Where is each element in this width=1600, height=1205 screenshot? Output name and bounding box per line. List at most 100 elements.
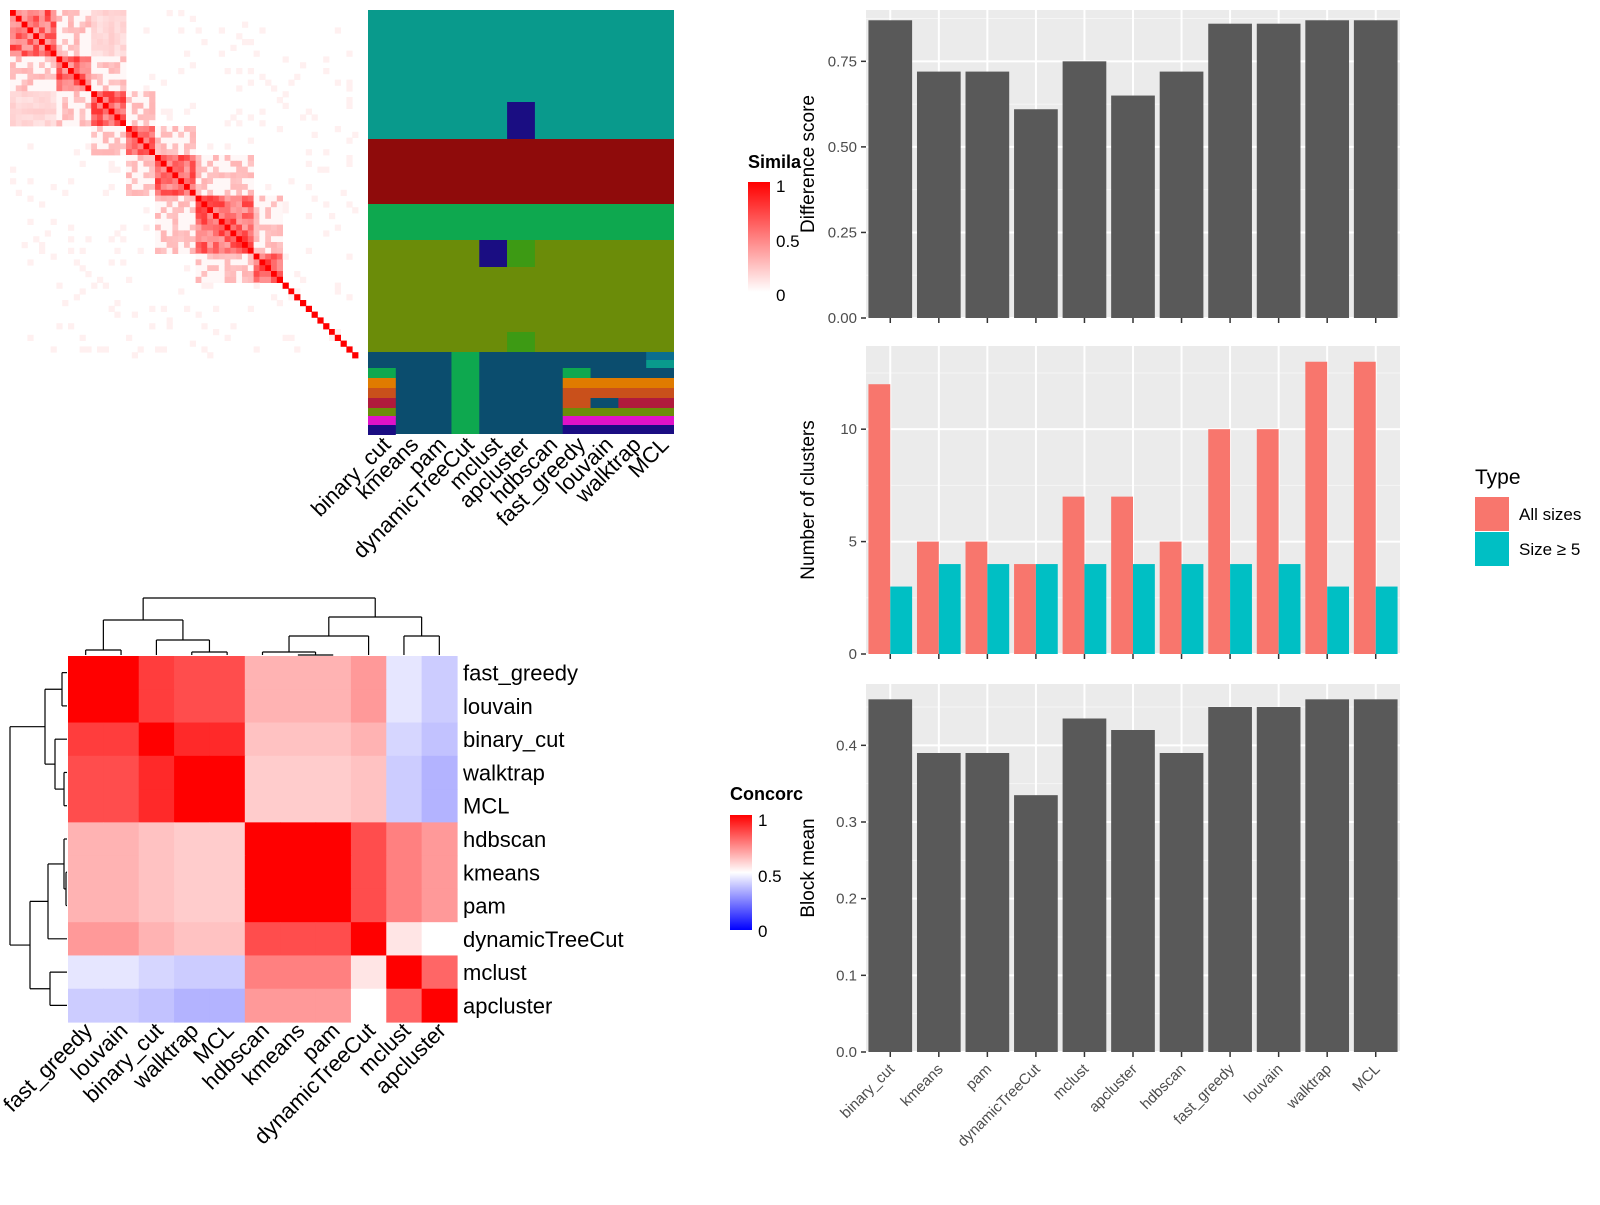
bar-size-5-pam	[987, 564, 1010, 654]
similarity-cell	[189, 189, 196, 196]
similarity-cell	[21, 97, 28, 104]
similarity-cell	[102, 44, 109, 51]
similarity-cell	[137, 137, 144, 144]
similarity-cell	[114, 114, 121, 121]
similarity-cell	[195, 247, 202, 254]
assignment-block	[368, 398, 396, 408]
similarity-cell	[73, 68, 80, 75]
similarity-cell	[102, 68, 109, 75]
similarity-cell	[73, 56, 80, 63]
similarity-cell	[126, 166, 133, 173]
similarity-cell	[184, 224, 191, 231]
similarity-cell	[68, 39, 75, 46]
similarity-cell	[195, 201, 202, 208]
similarity-cell	[56, 282, 63, 289]
similarity-cell	[224, 236, 231, 243]
similarity-cell	[184, 184, 191, 191]
similarity-cell	[352, 131, 359, 138]
similarity-cell	[323, 230, 330, 237]
similarity-cell	[282, 253, 289, 260]
similarity-cell	[85, 44, 92, 51]
heat-cell-hdbscan-binary-cut	[138, 822, 175, 857]
similarity-cell	[120, 21, 127, 28]
similarity-cell	[62, 21, 69, 28]
similarity-cell	[160, 160, 167, 167]
similarity-cell	[247, 305, 254, 312]
similarity-cell	[166, 108, 173, 115]
similarity-cell	[44, 39, 51, 46]
similarity-cell	[33, 33, 40, 40]
similarity-cell	[207, 166, 214, 173]
similarity-cell	[33, 114, 40, 121]
similarity-cell	[114, 27, 121, 34]
similarity-cell	[79, 68, 86, 75]
similarity-cell	[102, 149, 109, 156]
similarity-cell	[282, 91, 289, 98]
similarity-cell	[201, 184, 208, 191]
similarity-cell	[44, 79, 51, 86]
similarity-cell	[114, 50, 121, 57]
similarity-cell	[137, 143, 144, 150]
similarity-cell	[276, 126, 283, 133]
similarity-cell	[50, 44, 57, 51]
similarity-cell	[213, 189, 220, 196]
similarity-cell	[114, 21, 121, 28]
similarity-cell	[97, 126, 104, 133]
similarity-cell	[236, 85, 243, 92]
similarity-cell	[33, 62, 40, 69]
similarity-cell	[131, 166, 138, 173]
assignment-block	[562, 408, 674, 416]
similarity-cell	[253, 224, 260, 231]
similarity-cell	[50, 120, 57, 127]
similarity-cell	[73, 15, 80, 22]
similarity-cell	[271, 85, 278, 92]
similarity-cell	[102, 15, 109, 22]
heat-cell-hdbscan-fast-greedy	[68, 822, 104, 857]
similarity-cell	[334, 79, 341, 86]
similarity-cell	[50, 56, 57, 63]
similarity-cell	[91, 137, 98, 144]
similarity-cell	[178, 160, 185, 167]
similarity-cell	[230, 195, 237, 202]
similarity-cell	[276, 265, 283, 272]
similarity-cell	[184, 108, 191, 115]
similarity-cell	[230, 160, 237, 167]
similarity-cell	[68, 10, 75, 17]
similarity-cell	[213, 242, 220, 249]
similarity-cell	[79, 265, 86, 272]
y-axis-label: Difference score	[798, 95, 819, 233]
heat-cell-hdbscan-mclust	[386, 822, 423, 857]
similarity-cell	[218, 189, 225, 196]
similarity-cell	[79, 334, 86, 341]
similarity-cell	[126, 276, 133, 283]
similarity-cell	[271, 259, 278, 266]
heat-cell-hdbscan-mcl	[209, 822, 246, 857]
similarity-cell	[44, 62, 51, 69]
similarity-cell	[85, 114, 92, 121]
similarity-cell	[137, 184, 144, 191]
similarity-cell	[97, 79, 104, 86]
similarity-cell	[213, 253, 220, 260]
heat-cell-mcl-mcl	[209, 789, 246, 823]
similarity-cell	[184, 166, 191, 173]
similarity-cell	[178, 201, 185, 208]
similarity-cell	[149, 102, 156, 109]
similarity-cell	[178, 68, 185, 75]
similarity-cell	[236, 189, 243, 196]
similarity-cell	[201, 178, 208, 185]
similarity-cell	[33, 39, 40, 46]
similarity-cell	[73, 27, 80, 34]
similarity-cell	[195, 224, 202, 231]
similarity-cell	[224, 242, 231, 249]
similarity-cell	[172, 201, 179, 208]
bar-size-5-mcl	[1375, 586, 1398, 654]
similarity-cell	[224, 334, 231, 341]
similarity-cell	[224, 172, 231, 179]
bar-apcluster	[1111, 730, 1155, 1052]
similarity-cell	[160, 178, 167, 185]
similarity-cell	[62, 44, 69, 51]
heat-cell-walktrap-mcl	[209, 755, 246, 790]
similarity-cell	[224, 160, 231, 167]
similarity-cell	[27, 102, 34, 109]
similarity-cell	[91, 79, 98, 86]
